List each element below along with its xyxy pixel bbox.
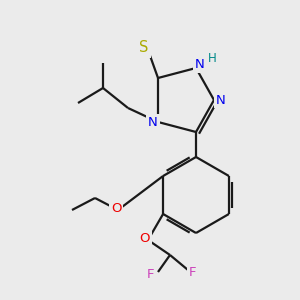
Text: N: N xyxy=(195,58,205,71)
Text: N: N xyxy=(216,94,226,106)
Text: O: O xyxy=(111,202,121,214)
Text: F: F xyxy=(147,268,155,281)
Text: F: F xyxy=(189,266,197,280)
Text: S: S xyxy=(139,40,149,56)
Text: H: H xyxy=(208,52,216,64)
Text: N: N xyxy=(148,116,158,128)
Text: O: O xyxy=(140,232,150,245)
